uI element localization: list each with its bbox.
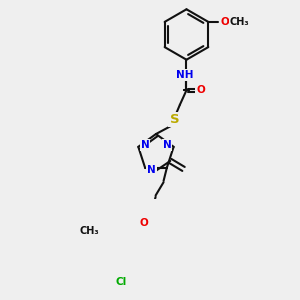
Text: CH₃: CH₃ (230, 17, 249, 27)
Text: NH: NH (176, 70, 194, 80)
Text: N: N (163, 140, 171, 150)
Text: O: O (196, 85, 205, 95)
Text: O: O (140, 218, 149, 228)
Text: N: N (147, 165, 156, 175)
Text: O: O (220, 17, 229, 27)
Text: Cl: Cl (116, 277, 127, 287)
Text: CH₃: CH₃ (80, 226, 99, 236)
Text: N: N (141, 140, 149, 150)
Text: S: S (170, 113, 179, 126)
